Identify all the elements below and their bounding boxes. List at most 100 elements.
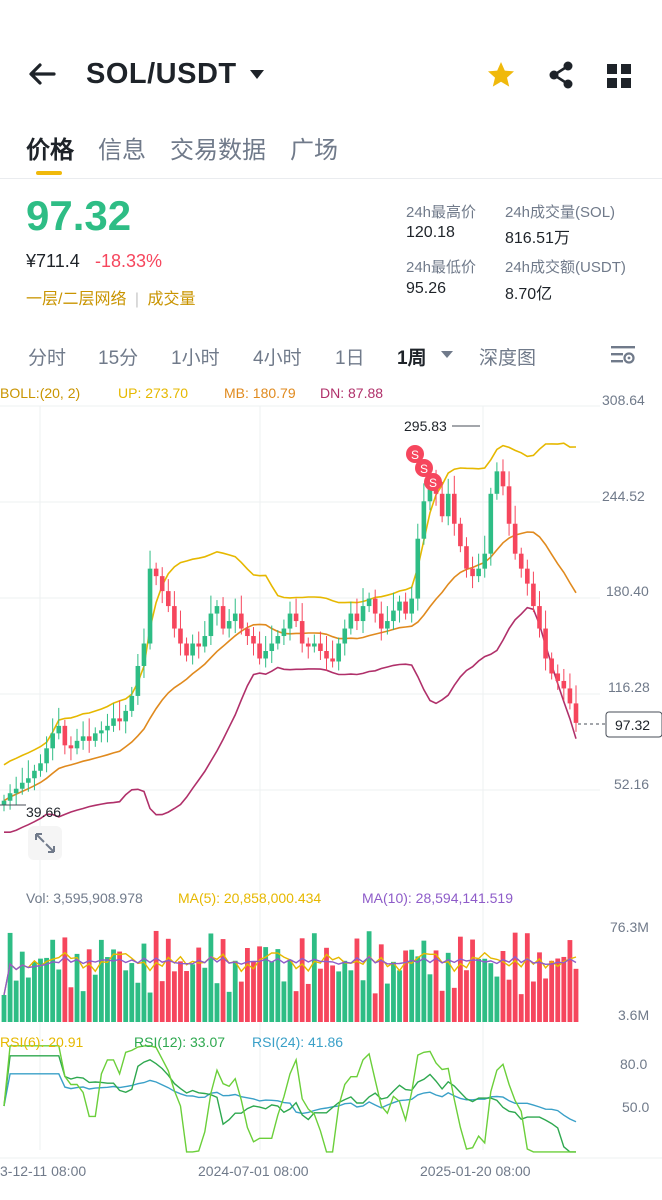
y-tick-label: 116.28 bbox=[608, 679, 650, 695]
x-tick-label: 3-12-11 08:00 bbox=[0, 1163, 86, 1179]
volume-ma10-line bbox=[3, 955, 577, 996]
candle bbox=[555, 673, 561, 681]
volume-bar bbox=[293, 991, 299, 1022]
candle bbox=[135, 665, 141, 696]
candle bbox=[403, 601, 408, 614]
volume-bar bbox=[80, 991, 86, 1022]
volume-bar bbox=[488, 963, 494, 1022]
volume-bar bbox=[159, 981, 165, 1022]
volume-bar bbox=[354, 938, 360, 1022]
back-arrow-icon[interactable] bbox=[26, 58, 58, 90]
kline-chart[interactable]: BOLL:(20, 2) UP: 273.70 MB: 180.79 DN: 8… bbox=[0, 380, 662, 1190]
candle bbox=[165, 591, 171, 607]
candle bbox=[19, 782, 25, 789]
candle bbox=[196, 643, 202, 647]
trading-pair-title[interactable]: SOL/USDT bbox=[86, 58, 237, 90]
candle bbox=[50, 733, 55, 749]
interval-15m[interactable]: 15分 bbox=[98, 348, 139, 369]
chart-settings-icon[interactable] bbox=[610, 344, 636, 366]
more-intervals-icon[interactable] bbox=[441, 351, 453, 358]
candle bbox=[56, 725, 62, 734]
volume-bar bbox=[318, 968, 323, 1022]
tab-info[interactable]: 信息 bbox=[98, 137, 146, 164]
candle bbox=[415, 538, 421, 599]
volume-bar bbox=[184, 971, 189, 1022]
pair-dropdown-icon[interactable] bbox=[250, 70, 264, 79]
volume-bar bbox=[38, 958, 43, 1022]
volume-tag[interactable]: 成交量 bbox=[147, 291, 196, 308]
volume-bar bbox=[32, 961, 37, 1022]
sell-signal-marker[interactable] bbox=[415, 459, 433, 477]
candle bbox=[239, 613, 244, 629]
grid-icon[interactable] bbox=[606, 63, 632, 89]
candle bbox=[494, 471, 500, 494]
candle bbox=[257, 643, 262, 659]
star-icon[interactable] bbox=[486, 60, 516, 90]
share-icon[interactable] bbox=[546, 60, 576, 90]
interval-4h[interactable]: 4小时 bbox=[253, 348, 302, 369]
candle bbox=[80, 736, 86, 741]
volume-bar bbox=[403, 950, 409, 1022]
volume-bar bbox=[391, 961, 396, 1022]
rsi6-line bbox=[3, 1045, 576, 1153]
candle bbox=[305, 643, 311, 647]
rsi-layer bbox=[3, 1045, 577, 1153]
candle bbox=[275, 636, 281, 644]
interval-1d[interactable]: 1日 bbox=[335, 348, 365, 369]
volume-bar bbox=[220, 939, 226, 1022]
interval-1h[interactable]: 1小时 bbox=[171, 348, 220, 369]
vol-usdt-label: 24h成交额(USDT) bbox=[505, 259, 626, 276]
volume-bar bbox=[117, 951, 123, 1022]
vol-sol-label: 24h成交量(SOL) bbox=[505, 204, 616, 221]
volume-bar bbox=[342, 960, 348, 1022]
candle bbox=[476, 568, 481, 577]
boll-legend-label: BOLL:(20, 2) bbox=[0, 385, 80, 401]
last-price: 97.32 bbox=[26, 192, 132, 239]
candle bbox=[13, 788, 19, 794]
sell-signal-marker[interactable] bbox=[424, 473, 442, 491]
candle bbox=[74, 740, 80, 749]
candle bbox=[293, 613, 299, 622]
tab-square[interactable]: 广场 bbox=[290, 137, 338, 164]
candle bbox=[99, 730, 104, 734]
candle bbox=[141, 643, 147, 666]
candle bbox=[439, 493, 445, 517]
boll-upper-line bbox=[3, 442, 577, 766]
sell-signal-marker[interactable] bbox=[406, 445, 424, 463]
candle bbox=[86, 736, 92, 741]
volume-bar bbox=[464, 970, 469, 1022]
interval-timeshare[interactable]: 分时 bbox=[28, 348, 67, 369]
candle bbox=[214, 606, 220, 614]
high-value: 120.18 bbox=[406, 224, 455, 241]
candle bbox=[537, 606, 542, 629]
candle bbox=[7, 793, 13, 801]
category-tag[interactable]: 一层/二层网络 bbox=[26, 291, 127, 308]
volume-bar bbox=[549, 960, 555, 1022]
volume-bar bbox=[245, 948, 250, 1022]
volume-bar bbox=[561, 956, 567, 1022]
candle bbox=[549, 658, 554, 674]
candle bbox=[159, 576, 165, 592]
depth-chart-tab[interactable]: 深度图 bbox=[479, 348, 537, 369]
volume-bar bbox=[62, 937, 68, 1022]
boll-mb-legend: MB: 180.79 bbox=[224, 385, 296, 401]
tab-price[interactable]: 价格 bbox=[26, 137, 74, 164]
candle bbox=[1, 800, 7, 806]
candle bbox=[336, 643, 341, 662]
volume-bar bbox=[202, 967, 208, 1022]
interval-1w[interactable]: 1周 bbox=[397, 348, 427, 369]
volume-bar bbox=[25, 977, 31, 1022]
candle bbox=[184, 643, 189, 656]
volume-bar bbox=[305, 983, 311, 1022]
candle bbox=[232, 613, 238, 622]
candle bbox=[44, 748, 49, 764]
expand-chart-icon[interactable] bbox=[28, 826, 62, 860]
candle bbox=[318, 643, 323, 652]
y-tick-label: 52.16 bbox=[614, 776, 649, 792]
volume-bar bbox=[537, 952, 542, 1022]
volume-bar bbox=[238, 981, 244, 1022]
candle bbox=[105, 725, 110, 731]
tab-trading-data[interactable]: 交易数据 bbox=[170, 137, 266, 164]
volume-bar bbox=[494, 976, 500, 1022]
candle bbox=[342, 628, 348, 644]
